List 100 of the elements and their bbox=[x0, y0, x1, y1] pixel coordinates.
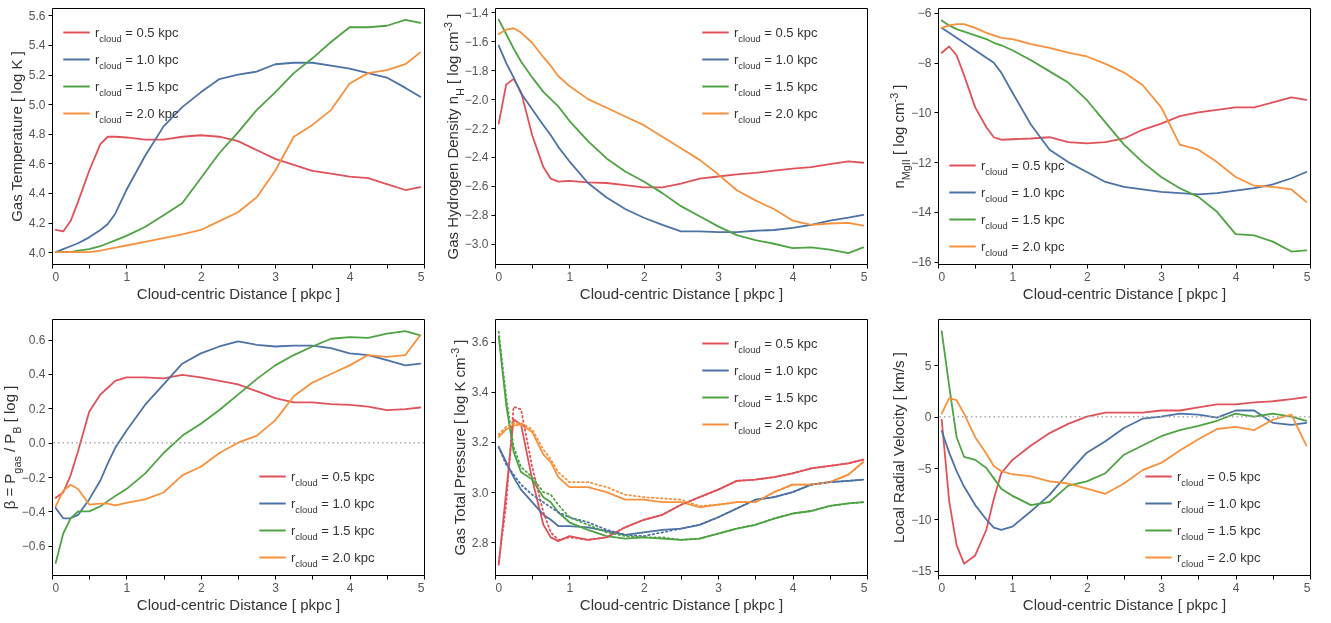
line-series bbox=[497, 77, 865, 189]
y-tick-label: 0.4 bbox=[28, 367, 46, 382]
legend-label: r$_{cloud}$ = 2.0 kpc bbox=[95, 105, 179, 125]
y-tick-label: 4.0 bbox=[28, 245, 46, 260]
x-tick-label: 2 bbox=[640, 269, 648, 284]
x-tick-label: 0 bbox=[938, 580, 946, 595]
y-tick-label: −0.6 bbox=[21, 539, 46, 554]
legend-label: r$_{cloud}$ = 1.5 kpc bbox=[95, 78, 179, 98]
legend-label: r$_{cloud}$ = 1.5 kpc bbox=[734, 78, 818, 98]
x-tick-label: 2 bbox=[640, 580, 648, 595]
legend-label: r$_{cloud}$ = 0.5 kpc bbox=[981, 157, 1065, 177]
line-series bbox=[54, 134, 422, 233]
y-tick-label: 0.2 bbox=[28, 401, 46, 416]
x-axis-title: Cloud-centric Distance [ pkpc ] bbox=[579, 595, 784, 613]
x-tick-label: 2 bbox=[197, 580, 205, 595]
y-tick-label: −0.4 bbox=[21, 504, 46, 519]
y-tick-label: 4.4 bbox=[28, 186, 46, 201]
x-tick-label: 5 bbox=[1303, 580, 1311, 595]
x-tick-label: 2 bbox=[1083, 580, 1091, 595]
x-tick-label: 4 bbox=[346, 580, 354, 595]
x-tick-label: 5 bbox=[860, 580, 868, 595]
x-tick-label: 0 bbox=[52, 580, 60, 595]
legend-label: r$_{cloud}$ = 0.5 kpc bbox=[95, 24, 179, 44]
y-tick-label: 3.0 bbox=[471, 485, 489, 500]
x-tick-label: 5 bbox=[860, 269, 868, 284]
x-tick-label: 1 bbox=[566, 580, 574, 595]
legend-label: r$_{cloud}$ = 1.0 kpc bbox=[95, 51, 179, 71]
x-tick-label: 3 bbox=[272, 580, 280, 595]
x-tick-label: 3 bbox=[715, 580, 723, 595]
legend-label: r$_{cloud}$ = 2.0 kpc bbox=[1177, 549, 1261, 569]
y-tick-label: 4.6 bbox=[28, 156, 46, 171]
legend-label: r$_{cloud}$ = 0.5 kpc bbox=[291, 468, 375, 488]
x-tick-label: 3 bbox=[1158, 269, 1166, 284]
y-tick-label: −12 bbox=[911, 155, 932, 170]
x-tick-label: 1 bbox=[123, 269, 131, 284]
x-tick-label: 4 bbox=[1232, 269, 1240, 284]
y-tick-label: −3.0 bbox=[464, 237, 489, 252]
y-tick-label: −15 bbox=[911, 564, 932, 579]
x-tick-label: 0 bbox=[495, 269, 503, 284]
x-tick-label: 4 bbox=[789, 580, 797, 595]
y-tick-label: 3.4 bbox=[471, 385, 489, 400]
legend-label: r$_{cloud}$ = 1.0 kpc bbox=[734, 51, 818, 71]
y-tick-label: 5.0 bbox=[28, 97, 46, 112]
legend-label: r$_{cloud}$ = 0.5 kpc bbox=[1177, 468, 1261, 488]
y-tick-label: −6 bbox=[917, 6, 932, 21]
y-tick-label: −1.4 bbox=[464, 5, 489, 20]
y-tick-label: 0.6 bbox=[28, 333, 46, 348]
x-tick-label: 1 bbox=[1009, 269, 1017, 284]
y-tick-label: −1.6 bbox=[464, 34, 489, 49]
y-tick-label: −5 bbox=[917, 461, 932, 476]
legend-label: r$_{cloud}$ = 0.5 kpc bbox=[734, 24, 818, 44]
y-tick-label: 5 bbox=[924, 358, 932, 373]
x-tick-label: 2 bbox=[1083, 269, 1091, 284]
legend-label: r$_{cloud}$ = 1.5 kpc bbox=[291, 522, 375, 542]
x-tick-label: 1 bbox=[566, 269, 574, 284]
x-tick-label: 5 bbox=[1303, 269, 1311, 284]
legend-label: r$_{cloud}$ = 2.0 kpc bbox=[734, 105, 818, 125]
legend-label: r$_{cloud}$ = 1.0 kpc bbox=[734, 362, 818, 382]
legend-label: r$_{cloud}$ = 2.0 kpc bbox=[981, 238, 1065, 258]
y-tick-label: −16 bbox=[911, 255, 932, 270]
y-tick-label: 4.2 bbox=[28, 216, 46, 231]
x-tick-label: 3 bbox=[272, 269, 280, 284]
line-series bbox=[940, 397, 1308, 495]
y-tick-label: 5.4 bbox=[28, 38, 46, 53]
x-axis-title: Cloud-centric Distance [ pkpc ] bbox=[1022, 595, 1227, 613]
y-tick-label: −2.6 bbox=[464, 179, 489, 194]
legend-label: r$_{cloud}$ = 2.0 kpc bbox=[291, 549, 375, 569]
x-tick-label: 2 bbox=[197, 269, 205, 284]
y-tick-label: −2.8 bbox=[464, 208, 489, 223]
x-tick-label: 1 bbox=[1009, 580, 1017, 595]
y-tick-label: −1.8 bbox=[464, 63, 489, 78]
y-axis-title: Local Radial Velocity [ km/s ] bbox=[890, 352, 908, 543]
y-tick-label: 5.2 bbox=[28, 68, 46, 83]
line-series bbox=[940, 45, 1308, 145]
y-tick-label: 3.2 bbox=[471, 435, 489, 450]
x-tick-label: 5 bbox=[417, 269, 425, 284]
x-tick-label: 3 bbox=[1158, 580, 1166, 595]
x-tick-label: 5 bbox=[417, 580, 425, 595]
y-tick-label: 5.6 bbox=[28, 8, 46, 23]
x-tick-label: 1 bbox=[123, 580, 131, 595]
y-tick-label: −10 bbox=[911, 512, 932, 527]
y-tick-label: 4.8 bbox=[28, 127, 46, 142]
x-axis-title: Cloud-centric Distance [ pkpc ] bbox=[136, 595, 341, 613]
x-tick-label: 0 bbox=[495, 580, 503, 595]
x-tick-label: 3 bbox=[715, 269, 723, 284]
y-tick-label: 0.0 bbox=[28, 436, 46, 451]
y-tick-label: 2.8 bbox=[471, 535, 489, 550]
line-series bbox=[497, 18, 865, 255]
y-tick-label: −10 bbox=[911, 105, 932, 120]
legend-label: r$_{cloud}$ = 1.5 kpc bbox=[734, 389, 818, 409]
y-tick-label: −8 bbox=[917, 56, 932, 71]
legend-label: r$_{cloud}$ = 1.5 kpc bbox=[981, 211, 1065, 231]
x-tick-label: 4 bbox=[346, 269, 354, 284]
legend-label: r$_{cloud}$ = 1.0 kpc bbox=[981, 184, 1065, 204]
x-tick-label: 4 bbox=[1232, 580, 1240, 595]
legend-label: r$_{cloud}$ = 0.5 kpc bbox=[734, 335, 818, 355]
legend-label: r$_{cloud}$ = 1.0 kpc bbox=[291, 495, 375, 515]
y-tick-label: 0 bbox=[924, 410, 932, 425]
x-tick-label: 0 bbox=[52, 269, 60, 284]
legend-label: r$_{cloud}$ = 2.0 kpc bbox=[734, 416, 818, 436]
